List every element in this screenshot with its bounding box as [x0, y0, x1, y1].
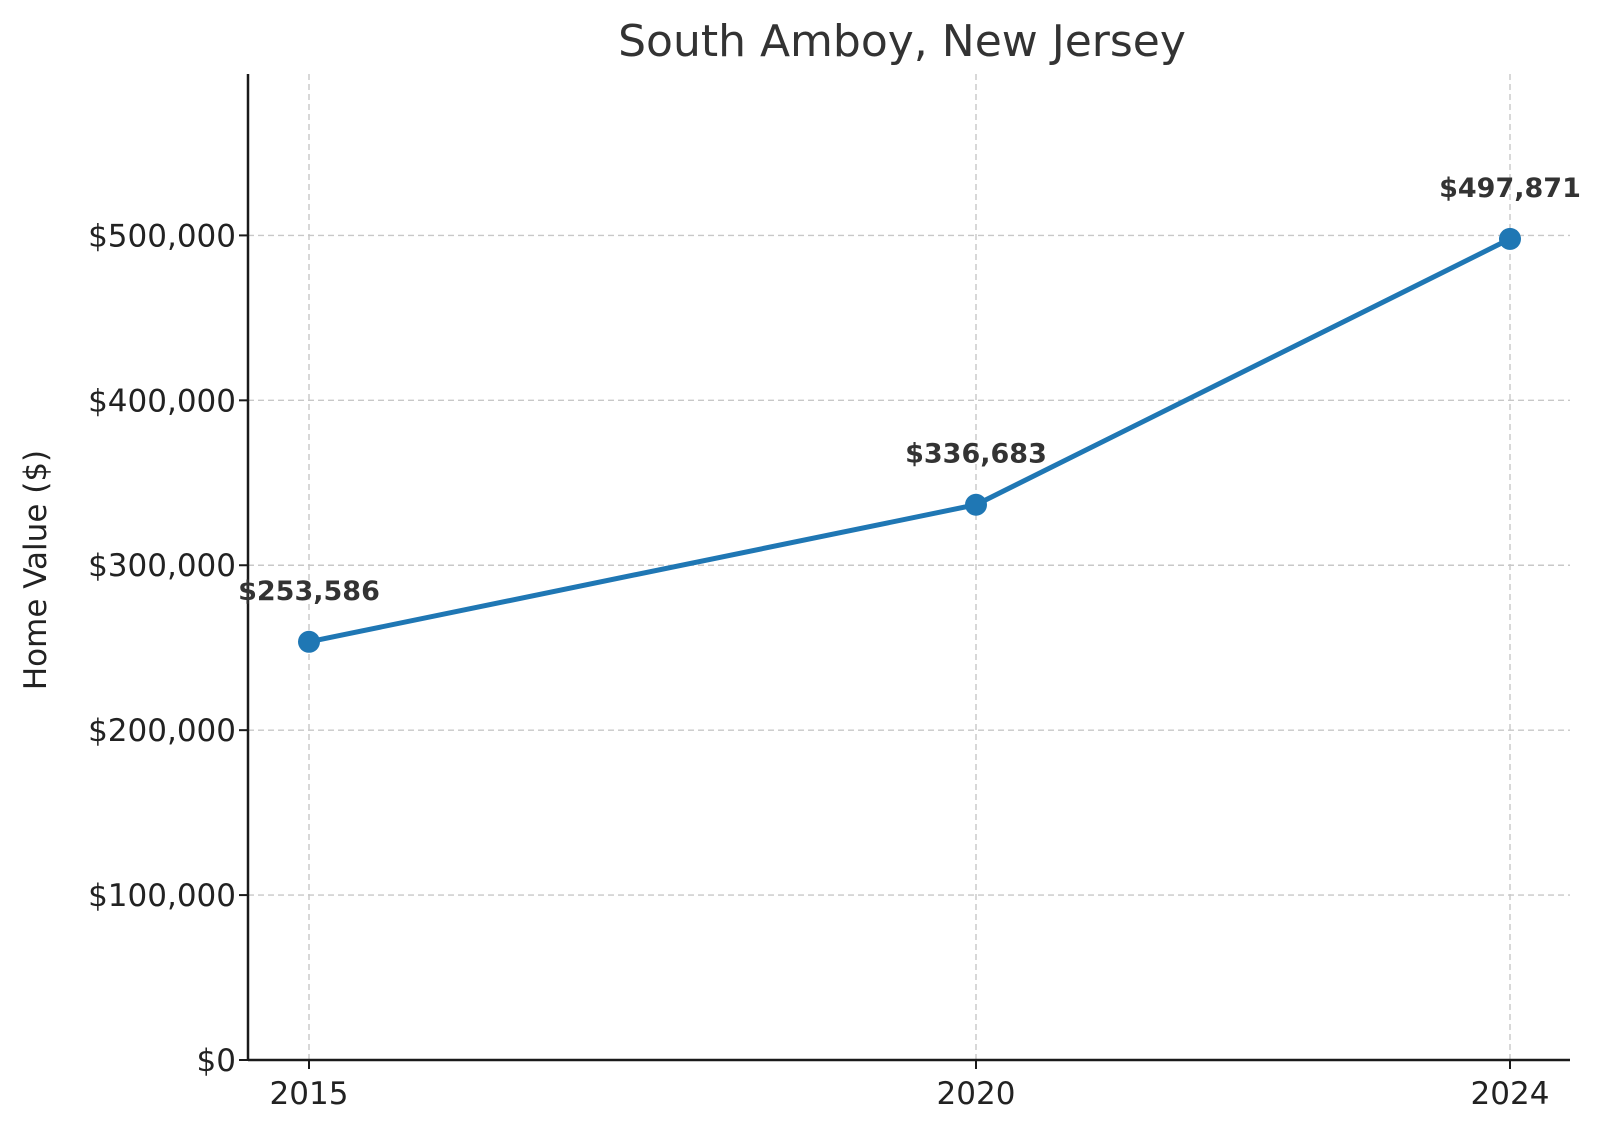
data-point [965, 493, 987, 516]
grid-lines [248, 74, 1570, 1060]
x-tick-label: 2015 [270, 1076, 349, 1112]
y-tick-label: $300,000 [88, 548, 236, 584]
x-tick-label: 2024 [1471, 1076, 1550, 1112]
y-tick-label: $200,000 [88, 713, 236, 749]
axes [239, 74, 1570, 1069]
data-labels: $253,586 $336,683 $497,871 [238, 173, 1581, 607]
tick-labels: $0 $100,000 $200,000 $300,000 $400,000 $500,0… [88, 218, 1549, 1112]
data-label: $253,586 [238, 576, 380, 607]
data-label: $497,871 [1439, 173, 1581, 204]
y-tick-label: $400,000 [88, 383, 236, 419]
y-axis-label: Home Value ($) [18, 450, 54, 690]
data-label: $336,683 [905, 439, 1047, 470]
data-point [1499, 227, 1521, 250]
x-tick-label: 2020 [937, 1076, 1016, 1112]
series-line-layer [298, 227, 1521, 653]
y-tick-label: $500,000 [88, 218, 236, 254]
y-tick-label: $100,000 [88, 878, 236, 914]
chart-title: South Amboy, New Jersey [618, 16, 1186, 67]
y-tick-label: $0 [197, 1043, 236, 1079]
data-point [298, 630, 320, 653]
